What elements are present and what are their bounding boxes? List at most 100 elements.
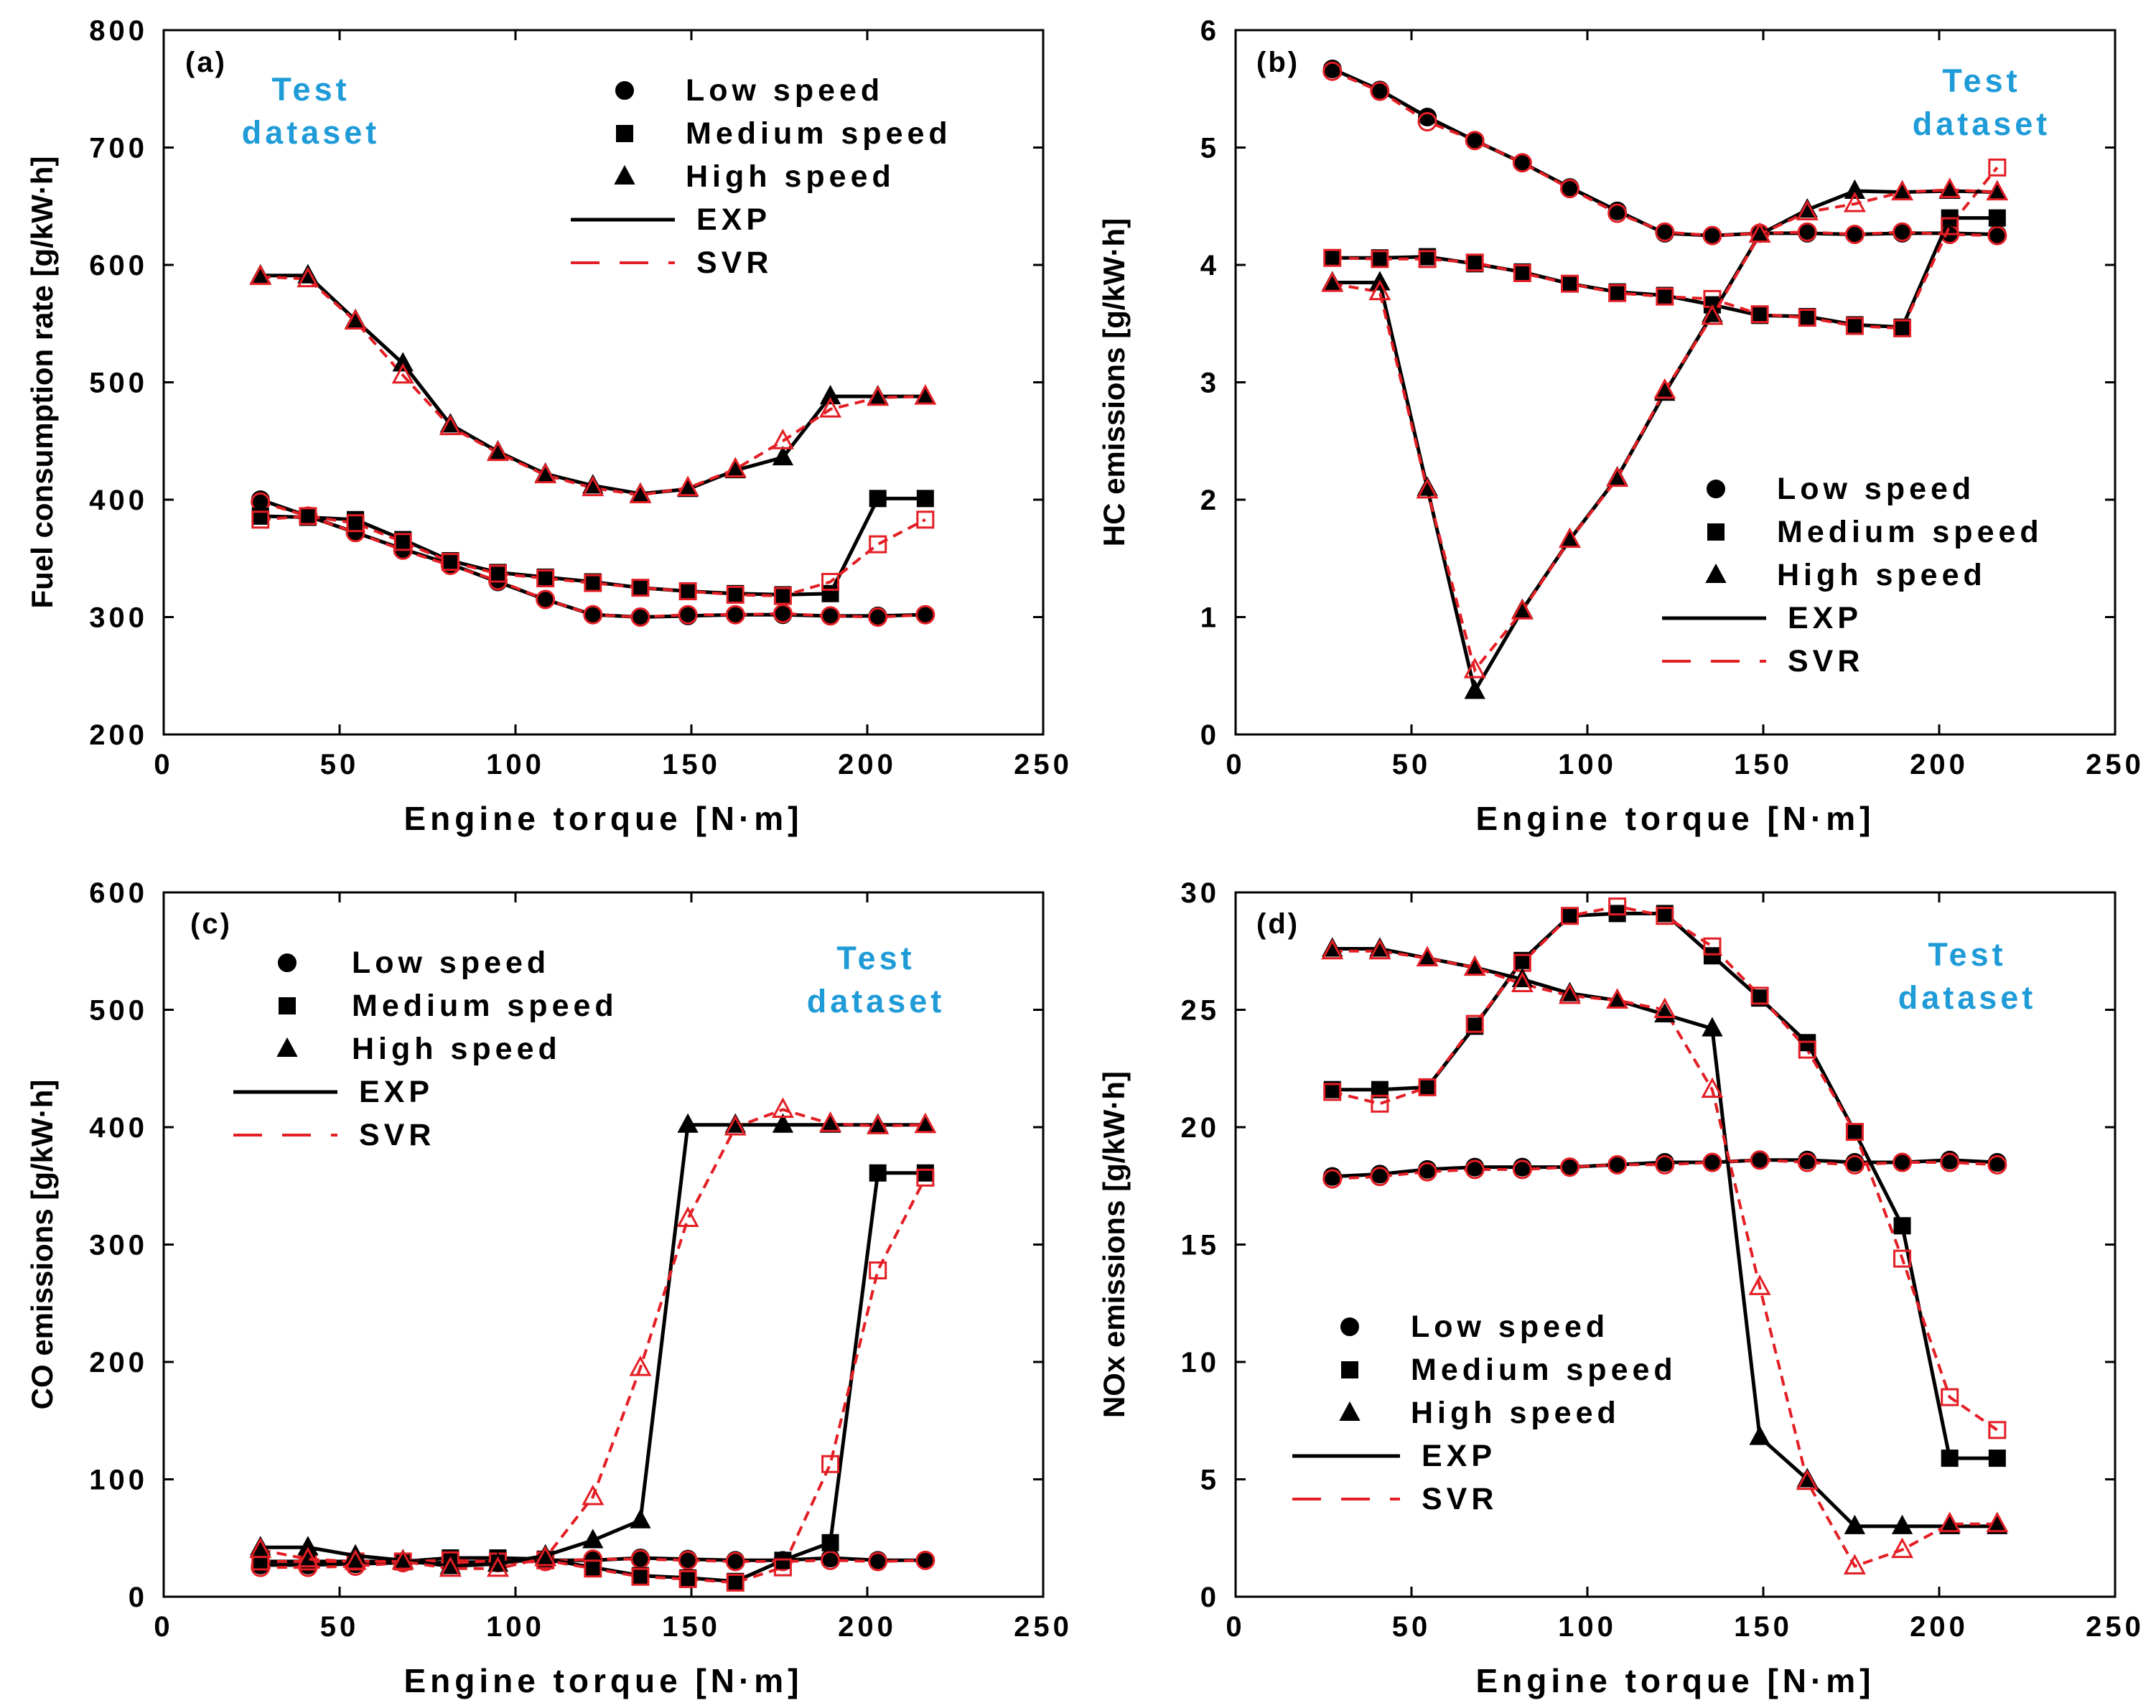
- panel-label: (a): [185, 47, 227, 78]
- svr-line: [260, 1108, 925, 1570]
- svr-point: [1465, 1159, 1485, 1180]
- svr-point: [1796, 1469, 1819, 1490]
- legend-label: SVR: [359, 1118, 435, 1152]
- y-tick-label: 4: [1200, 250, 1220, 281]
- x-tick-label: 200: [1910, 1611, 1969, 1643]
- exp-point: [772, 1113, 794, 1133]
- exp-point: [1893, 1217, 1911, 1235]
- exp-point: [819, 385, 841, 405]
- svr-point: [1416, 477, 1439, 499]
- svr-point: [868, 607, 888, 627]
- svr-point: [344, 1549, 367, 1570]
- y-tick-label: 300: [89, 602, 148, 634]
- y-tick-label: 400: [89, 1112, 148, 1144]
- svr-point: [1702, 1152, 1722, 1172]
- svr-point: [1655, 222, 1675, 242]
- exp-point: [297, 1536, 319, 1556]
- svr-point: [914, 1112, 937, 1134]
- svr-point: [1323, 248, 1342, 267]
- chart-panel-c: 0 50 100 150 200 250 0 100 200 300 400 500 600 Engine…: [25, 877, 1069, 1699]
- chart-panel-d: 0 50 100 150 200 250 0 5 10 15 20 25 30 Engine torque…: [1097, 877, 2145, 1699]
- svr-point: [1368, 938, 1391, 960]
- svr-point: [869, 535, 887, 554]
- x-tick-label: 200: [838, 749, 897, 780]
- svr-point: [1322, 61, 1343, 81]
- svr-point: [1653, 378, 1676, 399]
- exp-point: [679, 582, 697, 600]
- svr-point: [1701, 1077, 1724, 1098]
- legend-marker-triangle: [614, 164, 635, 185]
- y-tick-label: 2: [1200, 485, 1220, 516]
- exp-point: [1941, 1450, 1959, 1467]
- svr-point: [1750, 305, 1769, 324]
- svr-point: [583, 605, 603, 625]
- legend-marker-triangle: [1339, 1401, 1361, 1421]
- annotation-line-2: dataset: [242, 114, 381, 151]
- svr-point: [1512, 1159, 1532, 1180]
- exp-point: [1939, 1514, 1961, 1534]
- exp-point: [774, 586, 792, 604]
- svr-point: [391, 363, 414, 384]
- x-tick-label: 250: [1014, 749, 1073, 780]
- x-tick-label: 0: [154, 1611, 173, 1643]
- exp-point: [1371, 1081, 1389, 1098]
- svr-point: [344, 309, 367, 330]
- y-tick-label: 600: [89, 250, 148, 281]
- legend-marker-square: [279, 997, 296, 1014]
- svr-point: [1465, 131, 1485, 151]
- svr-point: [1371, 1094, 1389, 1113]
- exp-line: [260, 1123, 925, 1569]
- annotation-line-1: Test: [1928, 936, 2006, 973]
- svr-point: [725, 1551, 745, 1572]
- svr-point: [391, 1549, 414, 1570]
- exp-point: [1987, 1514, 2008, 1534]
- svr-point: [819, 1111, 842, 1132]
- svr-point: [867, 385, 890, 406]
- annotation-line-2: dataset: [1913, 106, 2051, 142]
- y-tick-label: 700: [89, 133, 148, 164]
- exp-point: [1561, 275, 1579, 293]
- svr-point: [676, 475, 699, 497]
- svr-point: [1797, 222, 1817, 242]
- svr-point: [251, 510, 270, 529]
- series-medium-speed: [251, 1164, 935, 1592]
- legend-label: High speed: [686, 159, 895, 194]
- legend-label: Low speed: [686, 73, 884, 108]
- annotation-line-2: dataset: [807, 983, 946, 1019]
- svr-point: [1653, 997, 1676, 1018]
- svr-point: [1417, 1162, 1437, 1182]
- exp-point: [1703, 947, 1721, 965]
- svr-point: [1891, 1537, 1914, 1559]
- legend: Low speed Medium speed High speed EXP SVR: [571, 73, 948, 280]
- svr-point: [1463, 955, 1486, 976]
- svr-point: [915, 605, 935, 625]
- svr-point: [914, 383, 937, 405]
- exp-point: [1561, 907, 1579, 925]
- svr-point: [724, 457, 747, 477]
- svr-point: [1321, 938, 1344, 960]
- y-tick-label: 5: [1200, 1465, 1220, 1496]
- legend-label: Low speed: [352, 946, 550, 980]
- exp-point: [347, 510, 365, 528]
- y-tick-label: 400: [89, 485, 148, 516]
- x-tick-label: 150: [662, 1611, 721, 1643]
- svr-line: [260, 275, 925, 497]
- svr-point: [771, 1097, 794, 1118]
- svr-point: [867, 1114, 890, 1134]
- svr-point: [1463, 657, 1486, 678]
- svr-point: [1844, 224, 1865, 244]
- legend-label: SVR: [1422, 1482, 1498, 1516]
- exp-point: [1846, 1123, 1864, 1141]
- y-tick-label: 800: [89, 15, 148, 47]
- exp-point: [1846, 316, 1864, 334]
- exp-point: [1749, 1425, 1770, 1445]
- x-tick-label: 250: [2086, 1611, 2145, 1643]
- svr-point: [1655, 1154, 1675, 1175]
- y-tick-label: 200: [89, 1347, 148, 1378]
- x-tick-label: 0: [154, 749, 173, 780]
- svr-point: [1513, 263, 1531, 282]
- legend-label: Medium speed: [352, 989, 618, 1023]
- legend: Low speed Medium speed High speed EXP SVR: [1662, 472, 2039, 678]
- annotation-line-2: dataset: [1898, 979, 2037, 1016]
